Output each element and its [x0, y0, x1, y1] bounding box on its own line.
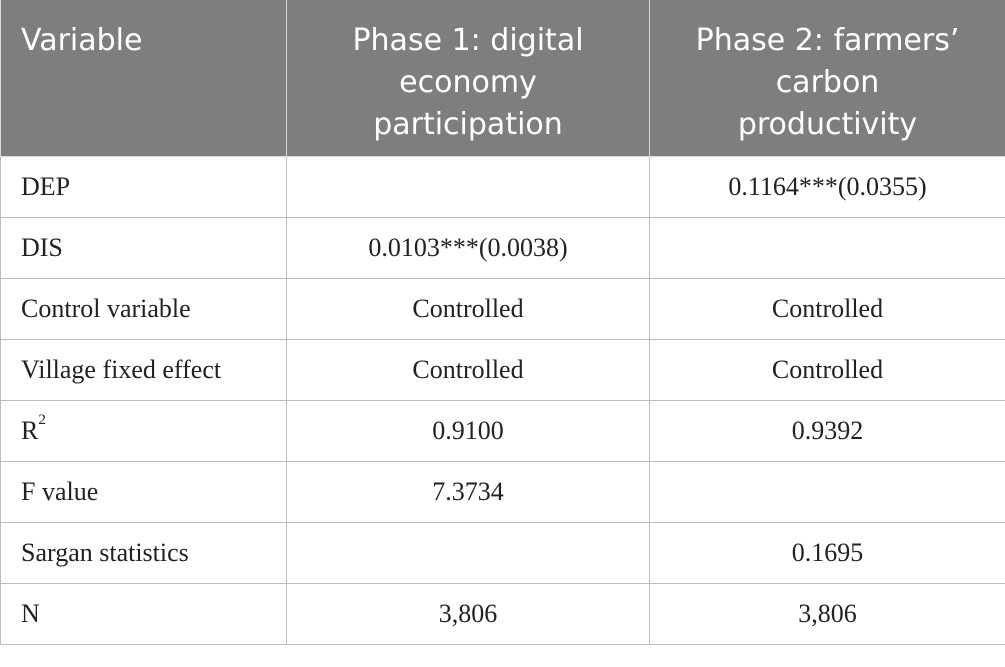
row-label-superscript: 2: [38, 412, 46, 428]
table-row: Control variable Controlled Controlled: [0, 278, 1005, 340]
phase-2-cell: Controlled: [649, 278, 1005, 340]
row-label: R2: [0, 400, 287, 462]
table-body: DEP 0.1164***(0.0355) DIS 0.0103***(0.00…: [0, 156, 1005, 645]
table-row: N 3,806 3,806: [0, 583, 1005, 645]
table-row: R2 0.9100 0.9392: [0, 400, 1005, 462]
regression-results-table: Variable Phase 1: digital economy partic…: [0, 0, 1005, 645]
row-label: Sargan statistics: [0, 522, 287, 584]
header-phase-2-label: Phase 2: farmers’ carbon productivity: [650, 0, 1005, 146]
header-phase-1-line-2: economy: [399, 65, 537, 100]
header-row: Variable Phase 1: digital economy partic…: [0, 0, 1005, 157]
header-phase-1-line-1: Phase 1: digital: [352, 23, 584, 58]
phase-1-cell: Controlled: [286, 339, 650, 401]
row-label: DIS: [0, 217, 287, 279]
header-phase-2-line-1: Phase 2: farmers’: [695, 23, 960, 58]
row-label: DEP: [0, 156, 287, 218]
regression-results-table-container: Variable Phase 1: digital economy partic…: [0, 0, 1005, 645]
table-header: Variable Phase 1: digital economy partic…: [0, 0, 1005, 157]
phase-1-cell: 7.3734: [286, 461, 650, 523]
phase-2-cell: 0.1164***(0.0355): [649, 156, 1005, 218]
phase-1-cell: 0.0103***(0.0038): [286, 217, 650, 279]
row-label: Village fixed effect: [0, 339, 287, 401]
table-row: F value 7.3734: [0, 461, 1005, 523]
phase-2-cell: 3,806: [649, 583, 1005, 645]
header-phase-2-line-3: productivity: [737, 107, 918, 142]
table-row: Village fixed effect Controlled Controll…: [0, 339, 1005, 401]
phase-2-cell: [649, 461, 1005, 523]
header-phase-2: Phase 2: farmers’ carbon productivity: [649, 0, 1005, 157]
phase-2-cell: 0.9392: [649, 400, 1005, 462]
phase-2-cell: [649, 217, 1005, 279]
header-phase-2-line-2: carbon: [775, 65, 880, 100]
phase-1-cell: [286, 156, 650, 218]
header-phase-1-label: Phase 1: digital economy participation: [287, 0, 649, 146]
row-label: N: [0, 583, 287, 645]
phase-2-cell: 0.1695: [649, 522, 1005, 584]
phase-1-cell: 3,806: [286, 583, 650, 645]
phase-1-cell: Controlled: [286, 278, 650, 340]
table-row: Sargan statistics 0.1695: [0, 522, 1005, 584]
row-label: F value: [0, 461, 287, 523]
phase-1-cell: [286, 522, 650, 584]
table-row: DIS 0.0103***(0.0038): [0, 217, 1005, 279]
header-variable-label: Variable: [21, 23, 143, 58]
table-row: DEP 0.1164***(0.0355): [0, 156, 1005, 218]
header-phase-1: Phase 1: digital economy participation: [286, 0, 650, 157]
row-label: Control variable: [0, 278, 287, 340]
phase-2-cell: Controlled: [649, 339, 1005, 401]
row-label-text: R: [21, 416, 39, 445]
phase-1-cell: 0.9100: [286, 400, 650, 462]
header-variable: Variable: [0, 0, 287, 157]
header-phase-1-line-3: participation: [373, 107, 563, 142]
